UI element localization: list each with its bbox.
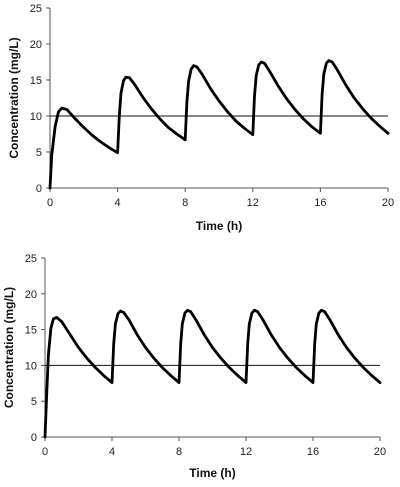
- x-tick-label: 0: [42, 446, 48, 458]
- x-tick-label: 20: [382, 197, 394, 209]
- y-tick-label: 0: [31, 432, 37, 444]
- y-tick-label: 5: [31, 396, 37, 408]
- x-tick-label: 12: [240, 446, 252, 458]
- x-tick-label: 4: [109, 446, 115, 458]
- y-tick-label: 15: [30, 75, 42, 87]
- x-tick-label: 0: [47, 197, 53, 209]
- y-tick-label: 25: [30, 3, 42, 15]
- y-tick-label: 0: [36, 183, 42, 195]
- y-tick-label: 5: [36, 147, 42, 159]
- x-axis-title: Time (h): [189, 466, 235, 480]
- y-axis-title: Concentration (mg/L): [7, 37, 21, 158]
- x-tick-label: 20: [374, 446, 386, 458]
- chart-top: 0 5 10 15 20 25 0 4 8 12 16 20 Time (h) Concentration…: [7, 3, 394, 233]
- x-tick-label: 16: [307, 446, 319, 458]
- y-tick-label: 15: [25, 325, 37, 337]
- y-tick-label: 20: [25, 289, 37, 301]
- y-tick-label: 20: [30, 39, 42, 51]
- x-tick-label: 12: [247, 197, 259, 209]
- x-tick-label: 8: [182, 197, 188, 209]
- series-line: [43, 308, 382, 439]
- chart-bottom: 0 5 10 15 20 25 0 4 8 12 16 20 Time (h) Concentration…: [2, 253, 386, 480]
- x-tick-label: 16: [314, 197, 326, 209]
- series-line: [48, 59, 390, 190]
- y-tick-label: 10: [25, 360, 37, 372]
- y-tick-label: 10: [30, 111, 42, 123]
- x-tick-label: 4: [115, 197, 121, 209]
- x-tick-label: 8: [176, 446, 182, 458]
- x-axis-title: Time (h): [196, 219, 242, 233]
- y-axis-title: Concentration (mg/L): [2, 287, 16, 408]
- y-tick-label: 25: [25, 253, 37, 265]
